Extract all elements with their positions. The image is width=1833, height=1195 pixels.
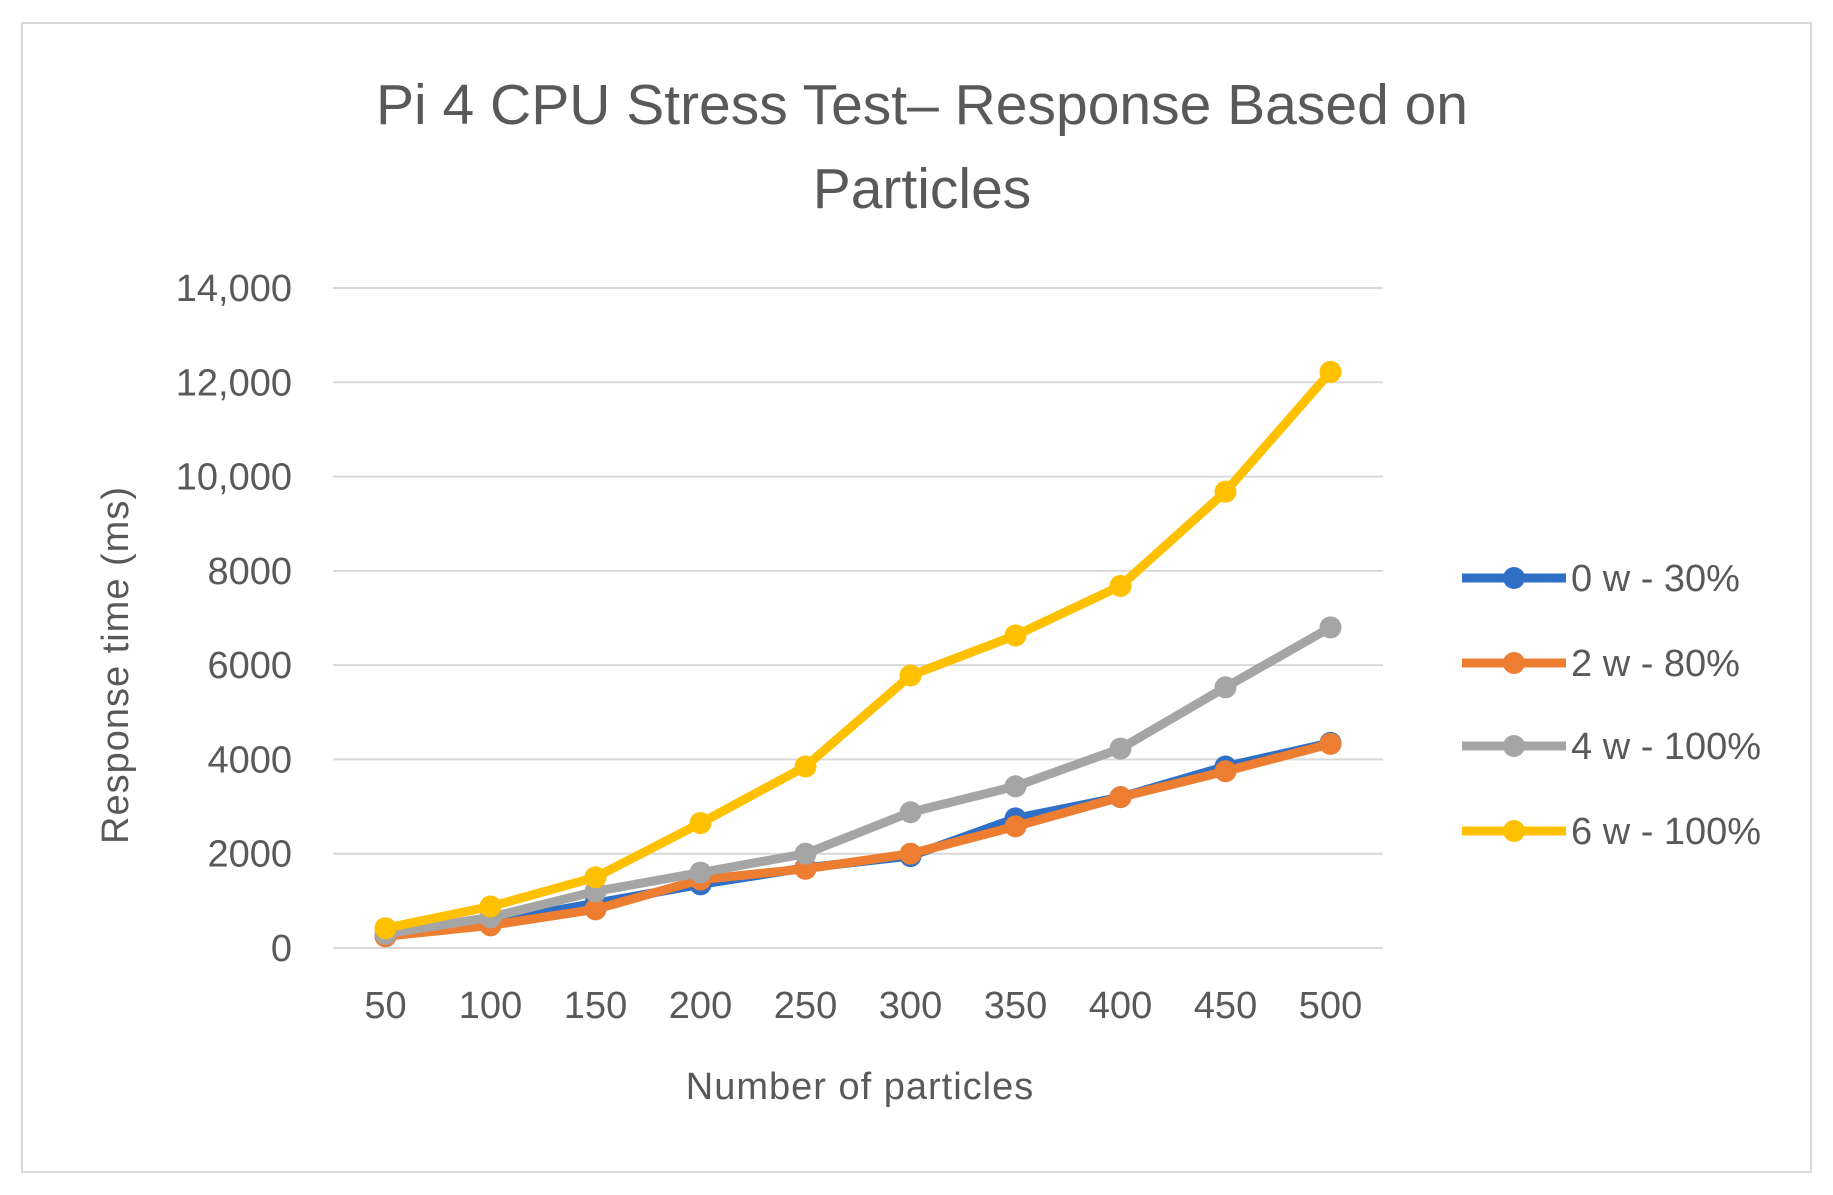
point-2-450 <box>1214 760 1237 783</box>
point-2-350 <box>1004 815 1027 838</box>
x-tick-450: 450 <box>1194 985 1257 1027</box>
y-tick-0: 0 <box>271 928 292 970</box>
y-tick-labels: 0 2000 4000 6000 8000 10,000 12,000 14,000 <box>176 268 292 970</box>
y-tick-8000: 8000 <box>207 551 292 593</box>
y-tick-14000: 14,000 <box>176 268 292 310</box>
point-4-400 <box>1109 574 1132 597</box>
series-line-3 <box>381 622 1335 939</box>
series-layer <box>374 360 1342 948</box>
series-4 <box>374 360 1342 940</box>
y-tick-6000: 6000 <box>207 645 292 687</box>
legend-item-4: 6 w - 100% <box>1462 811 1761 853</box>
x-tick-500: 500 <box>1299 985 1362 1027</box>
y-tick-12000: 12,000 <box>176 362 292 404</box>
point-4-150 <box>584 866 607 889</box>
legend-swatch-marker-3 <box>1503 735 1525 757</box>
chart-title-line-2: Particles <box>813 157 1032 221</box>
legend: 0 w - 30% 2 w - 80% 4 w - 100% 6 w - 100% <box>1462 558 1761 853</box>
legend-label-2: 2 w - 80% <box>1571 643 1740 685</box>
point-3-250 <box>794 842 817 865</box>
legend-swatch-marker-2 <box>1503 652 1525 674</box>
point-4-50 <box>374 917 397 940</box>
y-tick-10000: 10,000 <box>176 457 292 499</box>
point-3-200 <box>689 861 712 884</box>
point-4-200 <box>689 812 712 835</box>
point-4-450 <box>1214 480 1237 503</box>
point-3-400 <box>1109 737 1132 760</box>
point-4-500 <box>1319 360 1342 383</box>
x-tick-350: 350 <box>984 985 1047 1027</box>
x-axis-label: Number of particles <box>686 1066 1034 1108</box>
chart-frame <box>21 22 1812 1173</box>
x-tick-300: 300 <box>879 985 942 1027</box>
series-line-2 <box>381 739 1335 941</box>
x-tick-labels: 50 100 150 200 250 300 350 400 450 500 <box>364 985 1362 1027</box>
series-1 <box>374 731 1342 948</box>
point-4-350 <box>1004 624 1027 647</box>
point-2-500 <box>1319 732 1342 755</box>
legend-swatch-marker-4 <box>1503 820 1525 842</box>
legend-swatch-marker-1 <box>1503 567 1525 589</box>
point-3-450 <box>1214 676 1237 699</box>
gridlines <box>333 287 1383 949</box>
y-tick-2000: 2000 <box>207 834 292 876</box>
legend-label-4: 6 w - 100% <box>1571 811 1761 853</box>
point-2-400 <box>1109 786 1132 809</box>
point-4-100 <box>479 895 502 918</box>
point-4-250 <box>794 755 817 778</box>
point-3-350 <box>1004 775 1027 798</box>
x-tick-200: 200 <box>669 985 732 1027</box>
legend-label-3: 4 w - 100% <box>1571 726 1761 768</box>
point-2-300 <box>899 842 922 865</box>
x-tick-150: 150 <box>564 985 627 1027</box>
point-2-250 <box>794 857 817 880</box>
legend-label-1: 0 w - 30% <box>1571 558 1740 600</box>
legend-item-1: 0 w - 30% <box>1462 558 1740 600</box>
legend-item-2: 2 w - 80% <box>1462 643 1740 685</box>
point-4-300 <box>899 664 922 687</box>
x-tick-250: 250 <box>774 985 837 1027</box>
point-3-300 <box>899 801 922 824</box>
x-tick-400: 400 <box>1089 985 1152 1027</box>
legend-item-3: 4 w - 100% <box>1462 726 1761 768</box>
point-2-150 <box>584 898 607 921</box>
y-tick-4000: 4000 <box>207 739 292 781</box>
chart-title-line-1: Pi 4 CPU Stress Test– Response Based on <box>376 73 1468 137</box>
point-3-500 <box>1319 616 1342 639</box>
series-line-4 <box>381 367 1335 933</box>
x-tick-100: 100 <box>459 985 522 1027</box>
y-axis-label: Response time (ms) <box>95 486 137 844</box>
x-tick-50: 50 <box>364 985 406 1027</box>
